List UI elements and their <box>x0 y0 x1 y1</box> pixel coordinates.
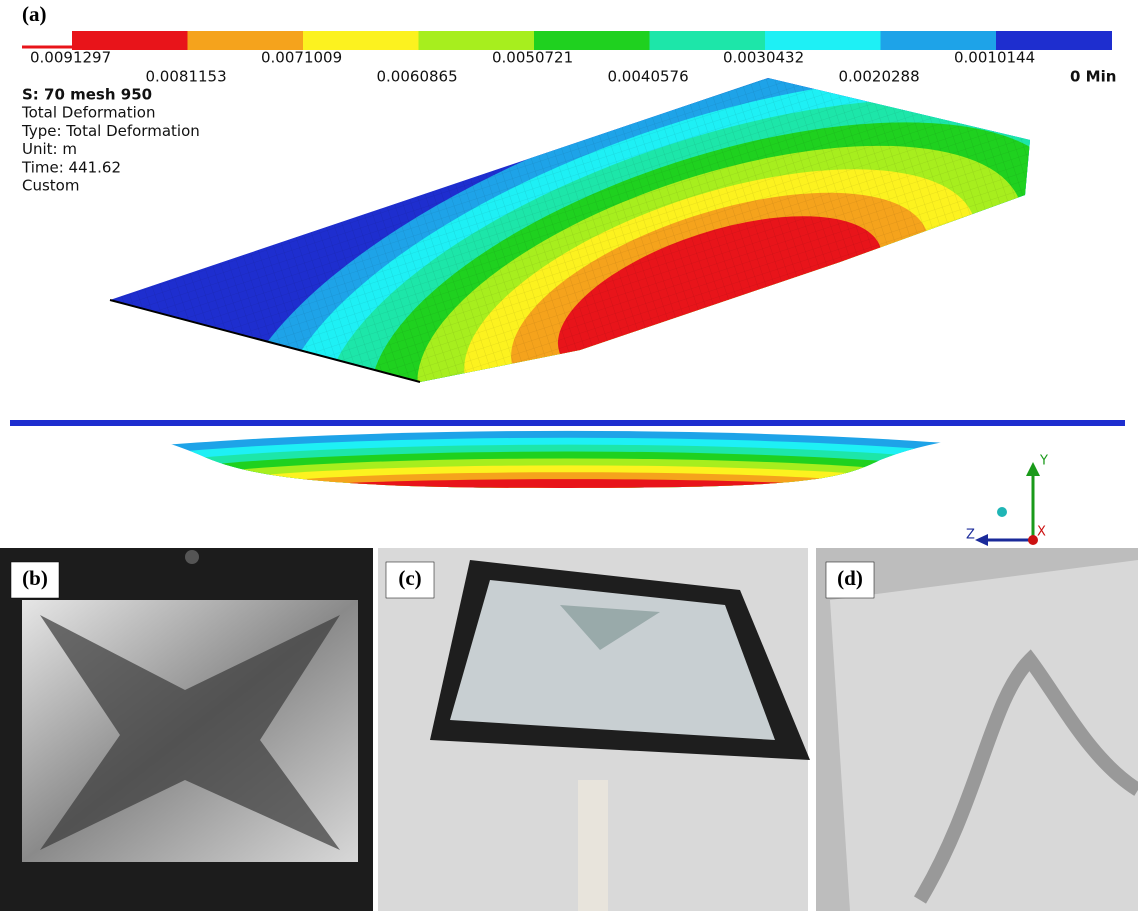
legend-swatch <box>419 31 535 50</box>
axis-triad: Y Z X <box>966 454 1048 547</box>
legend-swatch <box>188 31 304 50</box>
legend-swatch <box>303 31 419 50</box>
legend: 0.0091297 0.0081153 0.0071009 0.0060865 0.00… <box>22 31 1116 86</box>
legend-swatch <box>996 31 1112 50</box>
info-line: Time: 441.62 <box>21 158 121 176</box>
legend-swatch <box>534 31 650 50</box>
legend-label: 0.0030432 <box>723 49 804 67</box>
panel-label: (a) <box>22 2 47 26</box>
arrow <box>1026 462 1040 476</box>
legend-label: 0.0040576 <box>608 68 689 86</box>
axis-label: X <box>1037 525 1046 540</box>
legend-swatch <box>765 31 881 50</box>
contour <box>280 479 856 501</box>
legend-min: 0 Min <box>1070 68 1116 86</box>
panel-label: (c) <box>398 566 421 590</box>
photo-b <box>0 548 373 911</box>
axis-label: Z <box>966 528 975 543</box>
info-line: Type: Total Deformation <box>21 122 200 140</box>
figure: (a) 0.0091297 0.0081153 0.0071009 0.0060865… <box>0 0 1138 911</box>
page: {"panel_a": {"label": "(a)", "legend": {… <box>0 0 1138 911</box>
view-dot <box>997 507 1007 517</box>
legend-label: 0.0071009 <box>261 49 342 67</box>
legend-swatch <box>72 31 188 50</box>
panel-label: (d) <box>837 566 863 590</box>
legend-label: 0.0091297 <box>30 49 111 67</box>
info-line: Unit: m <box>22 140 77 158</box>
legend-label: 0.0081153 <box>146 68 227 86</box>
info-line: S: 70 mesh 950 <box>22 86 152 104</box>
photo-c <box>378 548 810 911</box>
plate-edge <box>10 420 1125 426</box>
legend-label: 0.0050721 <box>492 49 573 67</box>
axis-label: Y <box>1039 454 1048 469</box>
legend-swatch <box>881 31 997 50</box>
legend-swatch <box>650 31 766 50</box>
panel-label: (b) <box>22 566 48 590</box>
info-line: Total Deformation <box>21 104 155 122</box>
info-line: Custom <box>22 177 79 195</box>
contour <box>232 472 903 508</box>
post <box>578 780 608 911</box>
screw <box>185 550 199 564</box>
arrow <box>975 534 988 546</box>
legend-label: 0.0060865 <box>377 68 458 86</box>
legend-label: 0.0010144 <box>954 49 1035 67</box>
legend-label: 0.0020288 <box>839 68 920 86</box>
photo-d <box>816 548 1138 911</box>
